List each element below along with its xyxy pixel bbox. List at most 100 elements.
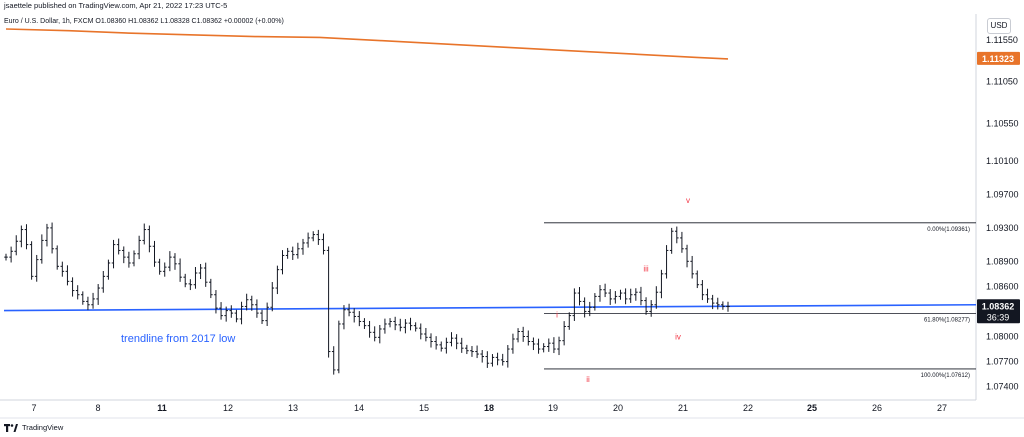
ohlc-bar bbox=[50, 222, 54, 254]
ohlc-bar bbox=[116, 238, 121, 255]
symbol-legend[interactable]: Euro / U.S. Dollar, 1h, FXCM O1.08360 H1… bbox=[4, 18, 284, 25]
y-tick-label: 1.11050 bbox=[986, 77, 1018, 87]
ohlc-bar bbox=[4, 253, 8, 261]
ohlc-bar bbox=[142, 223, 147, 245]
ohlc-bar bbox=[398, 318, 403, 332]
ohlc-bar bbox=[152, 240, 157, 267]
ohlc-bar bbox=[239, 301, 244, 325]
ohlc-bar bbox=[137, 235, 141, 260]
ohlc-bar bbox=[475, 345, 479, 359]
ohlc-bar bbox=[685, 244, 689, 268]
y-tick-label: 1.08000 bbox=[986, 332, 1019, 342]
ohlc-bar bbox=[613, 291, 618, 304]
ohlc-bar bbox=[326, 246, 331, 358]
wave-label: iv bbox=[675, 333, 681, 342]
fib-level-label: 0.00%(1.09361) bbox=[927, 227, 970, 233]
ohlc-bar bbox=[306, 232, 310, 248]
x-tick-label: 8 bbox=[95, 403, 100, 413]
ohlc-bar bbox=[577, 287, 582, 306]
x-tick-label: 27 bbox=[937, 403, 947, 413]
ohlc-bar bbox=[485, 351, 490, 368]
ohlc-bar bbox=[183, 273, 188, 288]
fibonacci-levels: 0.00%(1.09361) 61.80%(1.08277) 100.00%(1.0… bbox=[544, 222, 976, 379]
wave-label: i bbox=[556, 310, 558, 319]
ohlc-bar bbox=[255, 299, 259, 318]
wave-label: iii bbox=[643, 265, 649, 274]
y-tick-label: 1.08900 bbox=[986, 256, 1019, 266]
ohlc-bar bbox=[470, 346, 474, 357]
ohlc-bar bbox=[147, 225, 152, 253]
ohlc-bar bbox=[582, 297, 587, 318]
ohlc-bar bbox=[639, 286, 643, 306]
ohlc-bar bbox=[280, 250, 285, 275]
ohlc-bar bbox=[541, 343, 546, 353]
time-axis: 7 8 11 12 13 14 15 18 19 20 21 22 25 26 27 bbox=[31, 403, 947, 413]
y-tick-label: 1.08600 bbox=[986, 281, 1019, 291]
ohlc-bar bbox=[234, 309, 239, 323]
ohlc-bar bbox=[209, 278, 213, 299]
ohlc-bar bbox=[367, 320, 372, 338]
tradingview-logo-icon bbox=[4, 423, 18, 432]
moving-average bbox=[5, 28, 729, 60]
ohlc-bar bbox=[408, 317, 413, 331]
ohlc-bar bbox=[557, 336, 561, 356]
x-tick-label: 18 bbox=[484, 403, 494, 413]
ohlc-bar bbox=[70, 277, 75, 297]
ohlc-bar bbox=[393, 316, 397, 331]
ohlc-bar bbox=[337, 320, 341, 374]
y-tick-label: 1.07700 bbox=[986, 357, 1019, 367]
ohlc-bar bbox=[45, 223, 49, 247]
ohlc-bars bbox=[4, 222, 730, 375]
ohlc-bar bbox=[608, 289, 613, 305]
ohlc-bar bbox=[705, 288, 710, 303]
ohlc-bar bbox=[301, 238, 305, 255]
x-tick-label: 25 bbox=[807, 403, 817, 413]
svg-text:36:39: 36:39 bbox=[987, 312, 1010, 322]
ohlc-bar bbox=[383, 318, 387, 334]
ohlc-bar bbox=[434, 336, 438, 350]
ohlc-bar bbox=[193, 266, 198, 289]
ohlc-bar bbox=[106, 259, 111, 280]
ohlc-bar bbox=[362, 318, 367, 329]
ohlc-bar bbox=[695, 270, 700, 289]
x-tick-label: 22 bbox=[743, 403, 753, 413]
ohlc-bar bbox=[598, 285, 602, 302]
ohlc-bar bbox=[459, 337, 464, 353]
price-axis: 1.11550 1.11050 1.10550 1.10100 1.09700 1.093… bbox=[986, 35, 1019, 392]
ohlc-bar bbox=[552, 337, 556, 354]
ohlc-bar bbox=[680, 231, 684, 253]
ohlc-bar bbox=[726, 301, 730, 312]
ohlc-bar bbox=[654, 286, 659, 309]
ohlc-bar bbox=[24, 224, 29, 250]
ohlc-bar bbox=[121, 246, 126, 264]
ohlc-bar bbox=[603, 283, 607, 298]
ohlc-bar bbox=[342, 305, 346, 330]
ohlc-bar bbox=[378, 324, 382, 344]
ohlc-bar bbox=[219, 302, 223, 320]
ohlc-bar bbox=[516, 328, 520, 343]
ohlc-bar bbox=[628, 288, 633, 303]
ma-price-label: 1.11323 bbox=[977, 51, 1020, 65]
ohlc-bar bbox=[321, 233, 326, 255]
ohlc-bar bbox=[593, 293, 597, 311]
ohlc-bar bbox=[224, 306, 228, 322]
ohlc-bar bbox=[81, 291, 85, 305]
fib-level-label: 100.00%(1.07612) bbox=[921, 373, 970, 379]
trendline-group: trendline from 2017 low bbox=[3, 303, 977, 345]
ohlc-bar bbox=[439, 341, 444, 352]
x-tick-label: 26 bbox=[872, 403, 882, 413]
ohlc-bar bbox=[634, 288, 638, 301]
moving-average-line bbox=[5, 28, 729, 60]
ohlc-bar bbox=[14, 235, 19, 256]
currency-button[interactable]: USD bbox=[987, 18, 1011, 34]
ohlc-bar bbox=[500, 353, 505, 366]
ohlc-bar bbox=[296, 242, 300, 259]
trendline bbox=[3, 303, 977, 312]
ohlc-bar bbox=[34, 254, 39, 282]
ohlc-bar bbox=[265, 302, 269, 326]
ohlc-bar bbox=[9, 246, 13, 263]
